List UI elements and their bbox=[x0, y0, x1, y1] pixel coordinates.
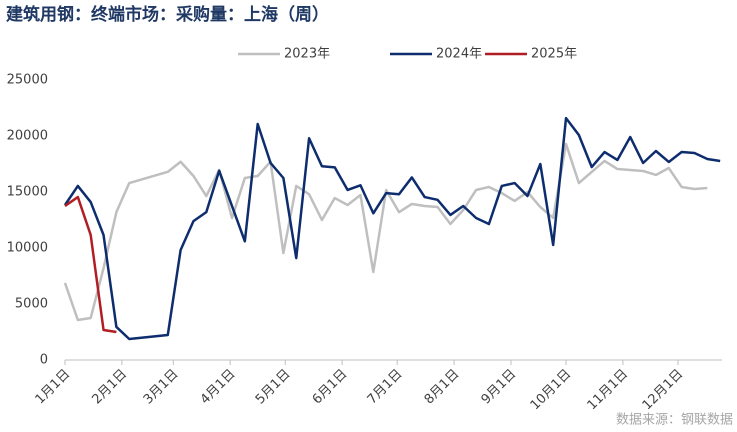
x-tick-label: 10月1日 bbox=[528, 367, 575, 414]
legend-label: 2025年 bbox=[531, 47, 577, 62]
chart-title: 建筑用钢：终端市场：采购量：上海（周） bbox=[6, 4, 329, 25]
x-tick-label: 3月1日 bbox=[141, 367, 182, 408]
series-line bbox=[63, 142, 708, 322]
x-tick-label: 12月1日 bbox=[640, 367, 687, 414]
x-tick-label: 2月1日 bbox=[90, 367, 131, 408]
x-tick-label: 7月1日 bbox=[365, 367, 406, 408]
legend-label: 2023年 bbox=[284, 47, 330, 62]
x-tick-label: 9月1日 bbox=[479, 367, 520, 408]
x-tick-label: 5月1日 bbox=[253, 367, 294, 408]
source-note: 数据来源：钢联数据 bbox=[616, 413, 733, 428]
x-tick-label: 6月1日 bbox=[310, 367, 351, 408]
y-tick-label: 5000 bbox=[15, 297, 48, 312]
y-tick-label: 0 bbox=[40, 353, 48, 368]
y-tick-label: 15000 bbox=[7, 185, 48, 200]
x-tick-label: 11月1日 bbox=[585, 367, 632, 414]
legend-label: 2024年 bbox=[436, 47, 482, 62]
series-line bbox=[63, 116, 721, 341]
y-tick-label: 25000 bbox=[7, 73, 48, 88]
y-tick-label: 20000 bbox=[7, 129, 48, 144]
series-line bbox=[64, 195, 117, 334]
y-tick-label: 10000 bbox=[7, 241, 48, 256]
x-tick-label: 4月1日 bbox=[198, 367, 239, 408]
x-tick-label: 8月1日 bbox=[422, 367, 463, 408]
x-tick-label: 1月1日 bbox=[33, 367, 74, 408]
